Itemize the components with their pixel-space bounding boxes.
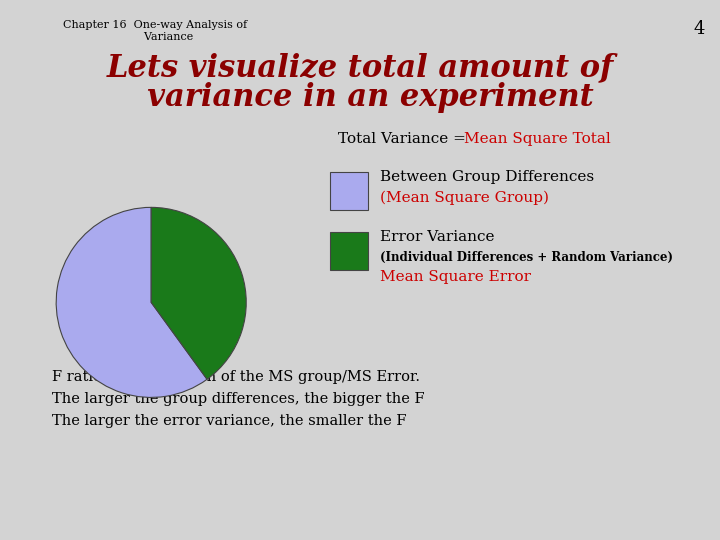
Text: Mean Square Total: Mean Square Total xyxy=(464,132,611,146)
Text: Between Group Differences: Between Group Differences xyxy=(380,170,594,184)
Text: The larger the group differences, the bigger the F: The larger the group differences, the bi… xyxy=(52,392,425,406)
Text: F ratio is a proportion of the MS group/MS Error.: F ratio is a proportion of the MS group/… xyxy=(52,370,420,384)
Text: Total Variance =: Total Variance = xyxy=(338,132,471,146)
Text: (Individual Differences + Random Variance): (Individual Differences + Random Varianc… xyxy=(380,251,673,264)
Text: The larger the error variance, the smaller the F: The larger the error variance, the small… xyxy=(52,414,407,428)
Text: Lets visualize total amount of: Lets visualize total amount of xyxy=(107,52,613,83)
Text: Chapter 16  One-way Analysis of
        Variance: Chapter 16 One-way Analysis of Variance xyxy=(63,20,247,42)
FancyBboxPatch shape xyxy=(330,172,368,210)
Text: (Mean Square Group): (Mean Square Group) xyxy=(380,191,549,205)
Text: 4: 4 xyxy=(693,20,705,38)
FancyBboxPatch shape xyxy=(330,232,368,270)
Wedge shape xyxy=(56,207,207,397)
Text: variance in an experiment: variance in an experiment xyxy=(126,82,594,113)
Text: Mean Square Error: Mean Square Error xyxy=(380,270,531,284)
Wedge shape xyxy=(151,207,246,379)
Text: Error Variance: Error Variance xyxy=(380,230,495,244)
